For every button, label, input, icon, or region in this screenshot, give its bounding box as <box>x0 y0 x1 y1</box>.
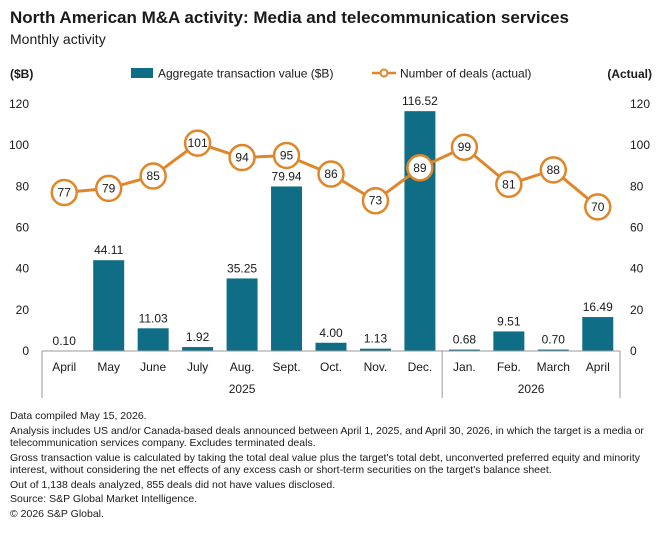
bar <box>182 347 214 351</box>
right-tick-label: 100 <box>630 138 650 152</box>
legend-line-marker <box>379 68 389 78</box>
category-label: April <box>586 360 610 374</box>
category-label: Feb. <box>497 360 521 374</box>
bar-value-label: 16.49 <box>583 300 613 314</box>
left-tick-label: 60 <box>16 221 30 235</box>
category-label: Nov. <box>364 360 388 374</box>
legend-bar-label: Aggregate transaction value ($B) <box>158 67 333 81</box>
deals-point <box>50 178 78 207</box>
bar-value-label: 9.51 <box>497 314 521 328</box>
left-tick-label: 100 <box>9 138 29 152</box>
right-tick-label: 0 <box>630 344 637 358</box>
right-tick-label: 80 <box>630 179 644 193</box>
category-label: April <box>52 360 76 374</box>
deals-point-label: 101 <box>188 136 208 150</box>
bar <box>315 342 347 351</box>
note-undisclosed: Out of 1,138 deals analyzed, 855 deals d… <box>10 478 336 491</box>
bar <box>137 328 169 351</box>
deals-point <box>539 156 568 184</box>
combo-chart: Aggregate transaction value ($B) Number o… <box>9 67 652 398</box>
bar <box>226 278 258 351</box>
note-scope: Analysis includes US and/or Canada-based… <box>10 424 644 450</box>
bar <box>93 260 125 351</box>
chart-title: North American M&A activity: Media and t… <box>10 8 569 27</box>
deals-point-label: 79 <box>102 181 116 195</box>
category-label: June <box>140 360 166 374</box>
note-source: Source: S&P Global Market Intelligence. <box>10 493 198 505</box>
bar <box>448 349 480 351</box>
right-tick-label: 120 <box>630 97 650 111</box>
deals-point-label: 94 <box>235 151 249 165</box>
bar-value-label: 0.10 <box>53 334 77 348</box>
left-tick-label: 0 <box>22 344 29 358</box>
category-label: Dec. <box>408 360 433 374</box>
left-tick-label: 80 <box>16 179 30 193</box>
deals-point-label: 95 <box>280 148 294 162</box>
left-axis-unit-label: ($B) <box>10 67 33 81</box>
right-tick-label: 60 <box>630 221 644 235</box>
deals-point-label: 88 <box>547 163 561 177</box>
right-tick-label: 20 <box>630 303 644 317</box>
bar-value-label: 44.11 <box>94 243 123 257</box>
category-label: May <box>97 360 120 374</box>
note-copyright: © 2026 S&P Global. <box>10 507 104 520</box>
note-methodology: Gross transaction value is calculated by… <box>10 451 641 477</box>
legend-line-label: Number of deals (actual) <box>400 67 531 81</box>
legend-bar-swatch <box>131 68 153 78</box>
category-label: July <box>187 360 208 374</box>
deals-point-label: 70 <box>591 200 605 214</box>
bar-value-label: 1.92 <box>186 330 210 344</box>
deals-point <box>94 174 123 203</box>
deals-point-label: 73 <box>369 194 383 208</box>
footnotes: Data compiled May 15, 2026. Analysis inc… <box>10 410 650 522</box>
year-group-label: 2026 <box>518 382 545 396</box>
deals-point <box>139 162 167 190</box>
year-group-label: 2025 <box>229 382 256 396</box>
right-axis-unit-label: (Actual) <box>607 67 652 81</box>
category-label: Jan. <box>453 360 476 374</box>
bar <box>404 111 436 352</box>
left-tick-label: 20 <box>16 303 30 317</box>
deals-point-label: 99 <box>458 140 472 154</box>
bar-value-label: 1.13 <box>364 332 388 346</box>
bar-value-label: 0.70 <box>542 333 566 347</box>
category-label: Oct. <box>320 360 342 374</box>
bar <box>493 331 525 351</box>
deals-point <box>406 154 434 182</box>
bar-value-label: 35.25 <box>227 261 257 275</box>
bar-value-label: 4.00 <box>319 326 343 340</box>
deals-point <box>317 160 345 188</box>
deals-point-label: 85 <box>146 169 160 183</box>
category-label: Aug. <box>230 360 255 374</box>
chart-subtitle: Monthly activity <box>10 31 106 47</box>
category-label: Sept. <box>273 360 301 374</box>
left-tick-label: 40 <box>16 262 30 276</box>
category-label: March <box>537 360 570 374</box>
deals-point <box>272 141 301 170</box>
deals-point-label: 81 <box>502 177 516 191</box>
bar-value-label: 11.03 <box>139 311 168 325</box>
bar <box>582 317 614 351</box>
bar-value-label: 116.52 <box>402 94 438 108</box>
left-tick-label: 120 <box>9 97 29 111</box>
deals-point-label: 77 <box>58 186 72 200</box>
bar <box>537 349 569 351</box>
deals-point <box>495 170 523 199</box>
right-tick-label: 40 <box>630 262 644 276</box>
bar <box>359 348 391 351</box>
note-compiled: Data compiled May 15, 2026. <box>10 410 147 422</box>
deals-point <box>584 193 612 221</box>
deals-point-label: 89 <box>413 161 427 175</box>
bar <box>271 186 303 351</box>
bar-value-label: 79.94 <box>272 169 302 183</box>
deals-point <box>183 129 212 157</box>
deals-point-label: 86 <box>324 167 338 181</box>
deals-point <box>361 186 390 215</box>
deals-point <box>450 133 479 161</box>
bar-value-label: 0.68 <box>453 333 477 347</box>
deals-point <box>228 143 256 172</box>
